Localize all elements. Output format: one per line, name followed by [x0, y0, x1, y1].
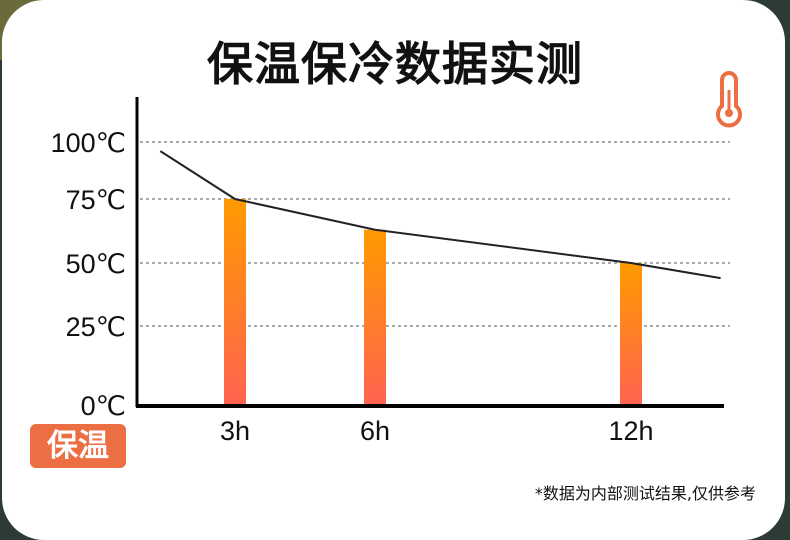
y-tick-label: 100℃ — [51, 128, 126, 158]
x-tick-label: 6h — [360, 416, 390, 446]
bar — [620, 263, 642, 405]
x-tick-label: 12h — [608, 416, 653, 446]
mode-badge: 保温 — [30, 424, 126, 468]
y-tick-label: 50℃ — [66, 249, 126, 279]
y-tick-label: 25℃ — [66, 312, 126, 342]
y-tick-label: 75℃ — [66, 185, 126, 215]
chart: 0℃ 25℃ 50℃ 75℃ 100℃ 3h 6h 12h — [51, 71, 742, 446]
trend-line — [159, 150, 721, 280]
disclaimer-note: *数据为内部测试结果,仅供参考 — [534, 484, 756, 503]
bar — [364, 229, 386, 405]
page-title: 保温保冷数据实测 — [207, 37, 583, 91]
y-tick-label: 0℃ — [81, 391, 126, 421]
x-tick-label: 3h — [220, 416, 250, 446]
bar — [224, 199, 246, 405]
thermometer-icon — [716, 71, 742, 128]
